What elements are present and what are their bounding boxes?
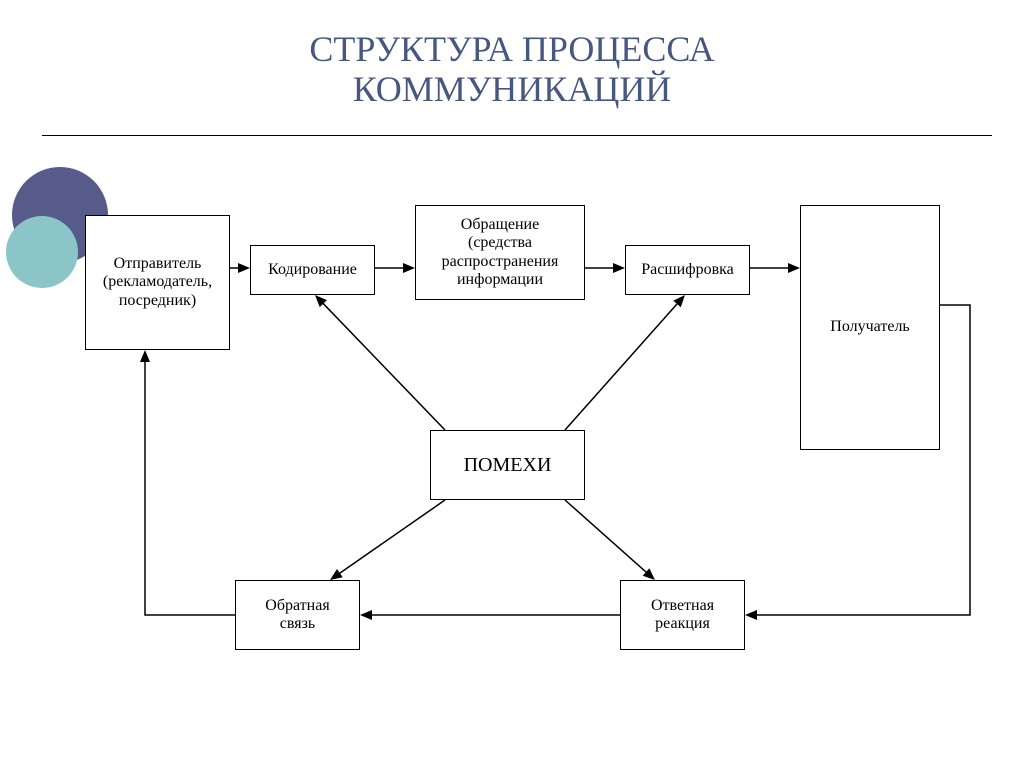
title-line2: КОММУНИКАЦИЙ (353, 69, 672, 109)
node-feedback-label: Обратнаясвязь (265, 597, 329, 634)
diagram-stage: { "title": { "line1": "СТРУКТУРА ПРОЦЕСС… (0, 0, 1024, 768)
slide-title: СТРУКТУРА ПРОЦЕССА КОММУНИКАЦИЙ (0, 30, 1024, 109)
node-encode: Кодирование (250, 245, 375, 295)
node-feedback: Обратнаясвязь (235, 580, 360, 650)
node-receiver-label: Получатель (830, 318, 909, 336)
node-encode-label: Кодирование (268, 261, 357, 279)
node-message-label: Обращение(средствараспространенияинформа… (442, 216, 559, 290)
node-sender: Отправитель(рекламодатель,посредник) (85, 215, 230, 350)
node-decode-label: Расшифровка (641, 261, 734, 279)
node-noise: ПОМЕХИ (430, 430, 585, 500)
node-decode: Расшифровка (625, 245, 750, 295)
node-response-label: Ответнаяреакция (651, 597, 714, 634)
decor-circle-front (6, 216, 78, 288)
node-sender-label: Отправитель(рекламодатель,посредник) (103, 255, 212, 310)
node-message: Обращение(средствараспространенияинформа… (415, 205, 585, 300)
node-noise-label: ПОМЕХИ (464, 454, 552, 477)
title-line1: СТРУКТУРА ПРОЦЕССА (309, 29, 714, 69)
node-receiver: Получатель (800, 205, 940, 450)
node-response: Ответнаяреакция (620, 580, 745, 650)
title-underline (42, 135, 992, 136)
